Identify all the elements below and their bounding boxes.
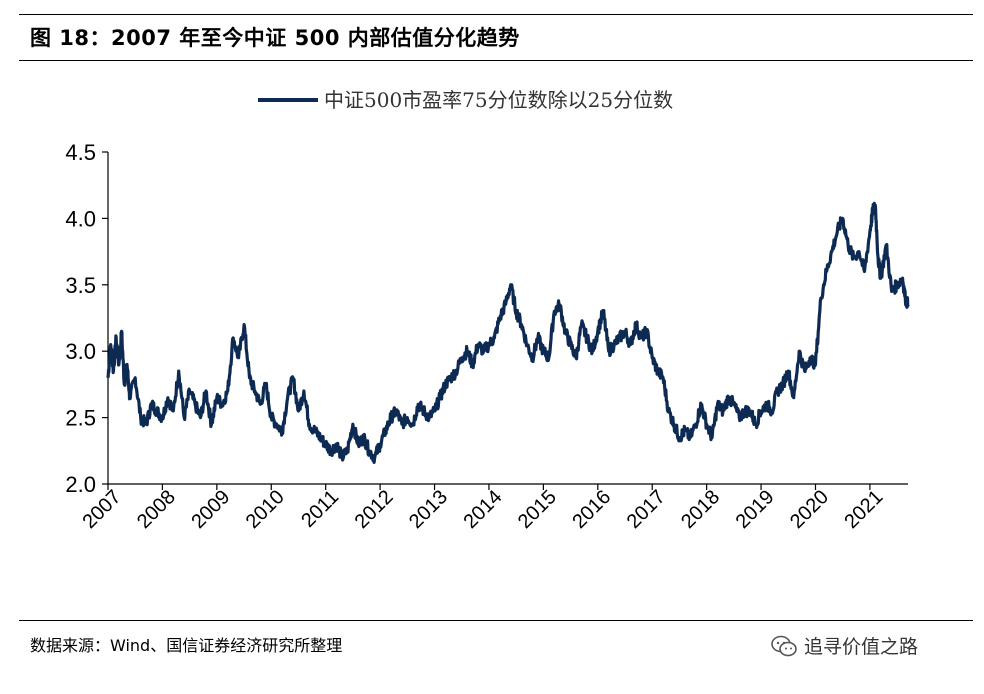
x-tick-label: 2020 [786, 486, 833, 533]
x-tick-label: 2018 [677, 486, 724, 533]
x-tick-label: 2009 [187, 486, 234, 533]
y-tick-label: 4.0 [65, 206, 96, 231]
legend-label: 中证500市盈率75分位数除以25分位数 [324, 88, 673, 112]
x-tick-label: 2013 [405, 486, 452, 533]
x-tick-label: 2015 [514, 486, 561, 533]
series-line [106, 201, 910, 464]
chart-axes [107, 152, 908, 485]
x-tick-label: 2016 [568, 486, 615, 533]
x-tick-label: 2021 [840, 486, 887, 533]
top-rule [19, 14, 973, 15]
watermark: 追寻价值之路 [770, 632, 918, 659]
x-tick-label: 2011 [297, 486, 343, 532]
x-tick-label: 2008 [133, 486, 180, 533]
x-tick-label: 2014 [459, 486, 506, 533]
chart-legend: 中证500市盈率75分位数除以25分位数 [258, 88, 673, 112]
y-tick-label: 2.0 [65, 472, 96, 497]
source-note: 数据来源：Wind、国信证券经济研究所整理 [30, 636, 343, 655]
y-tick-label: 2.5 [65, 406, 96, 431]
y-tick-label: 3.0 [65, 339, 96, 364]
wechat-icon [771, 635, 797, 656]
x-axis-ticks: 2007 2008 2009 2010 2011 2012 2013 2014 2015 2016… [79, 484, 887, 533]
x-tick-label: 2012 [351, 486, 398, 533]
watermark-text: 追寻价值之路 [804, 636, 919, 658]
line-chart: 中证500市盈率75分位数除以25分位数 2.02.53.03.54.04.5 … [65, 88, 910, 533]
figure-title: 图 18：2007 年至今中证 500 内部估值分化趋势 [30, 26, 520, 50]
y-axis-ticks: 2.0 2.5 3.0 3.5 4.0 4.5 [65, 140, 108, 497]
y-tick-label: 3.5 [65, 273, 96, 298]
x-tick-label: 2017 [623, 486, 670, 533]
y-tick-label: 4.5 [65, 140, 96, 165]
x-tick-label: 2019 [732, 486, 779, 533]
title-rule [19, 60, 973, 61]
x-tick-label: 2010 [242, 486, 289, 533]
bottom-rule [19, 620, 973, 621]
